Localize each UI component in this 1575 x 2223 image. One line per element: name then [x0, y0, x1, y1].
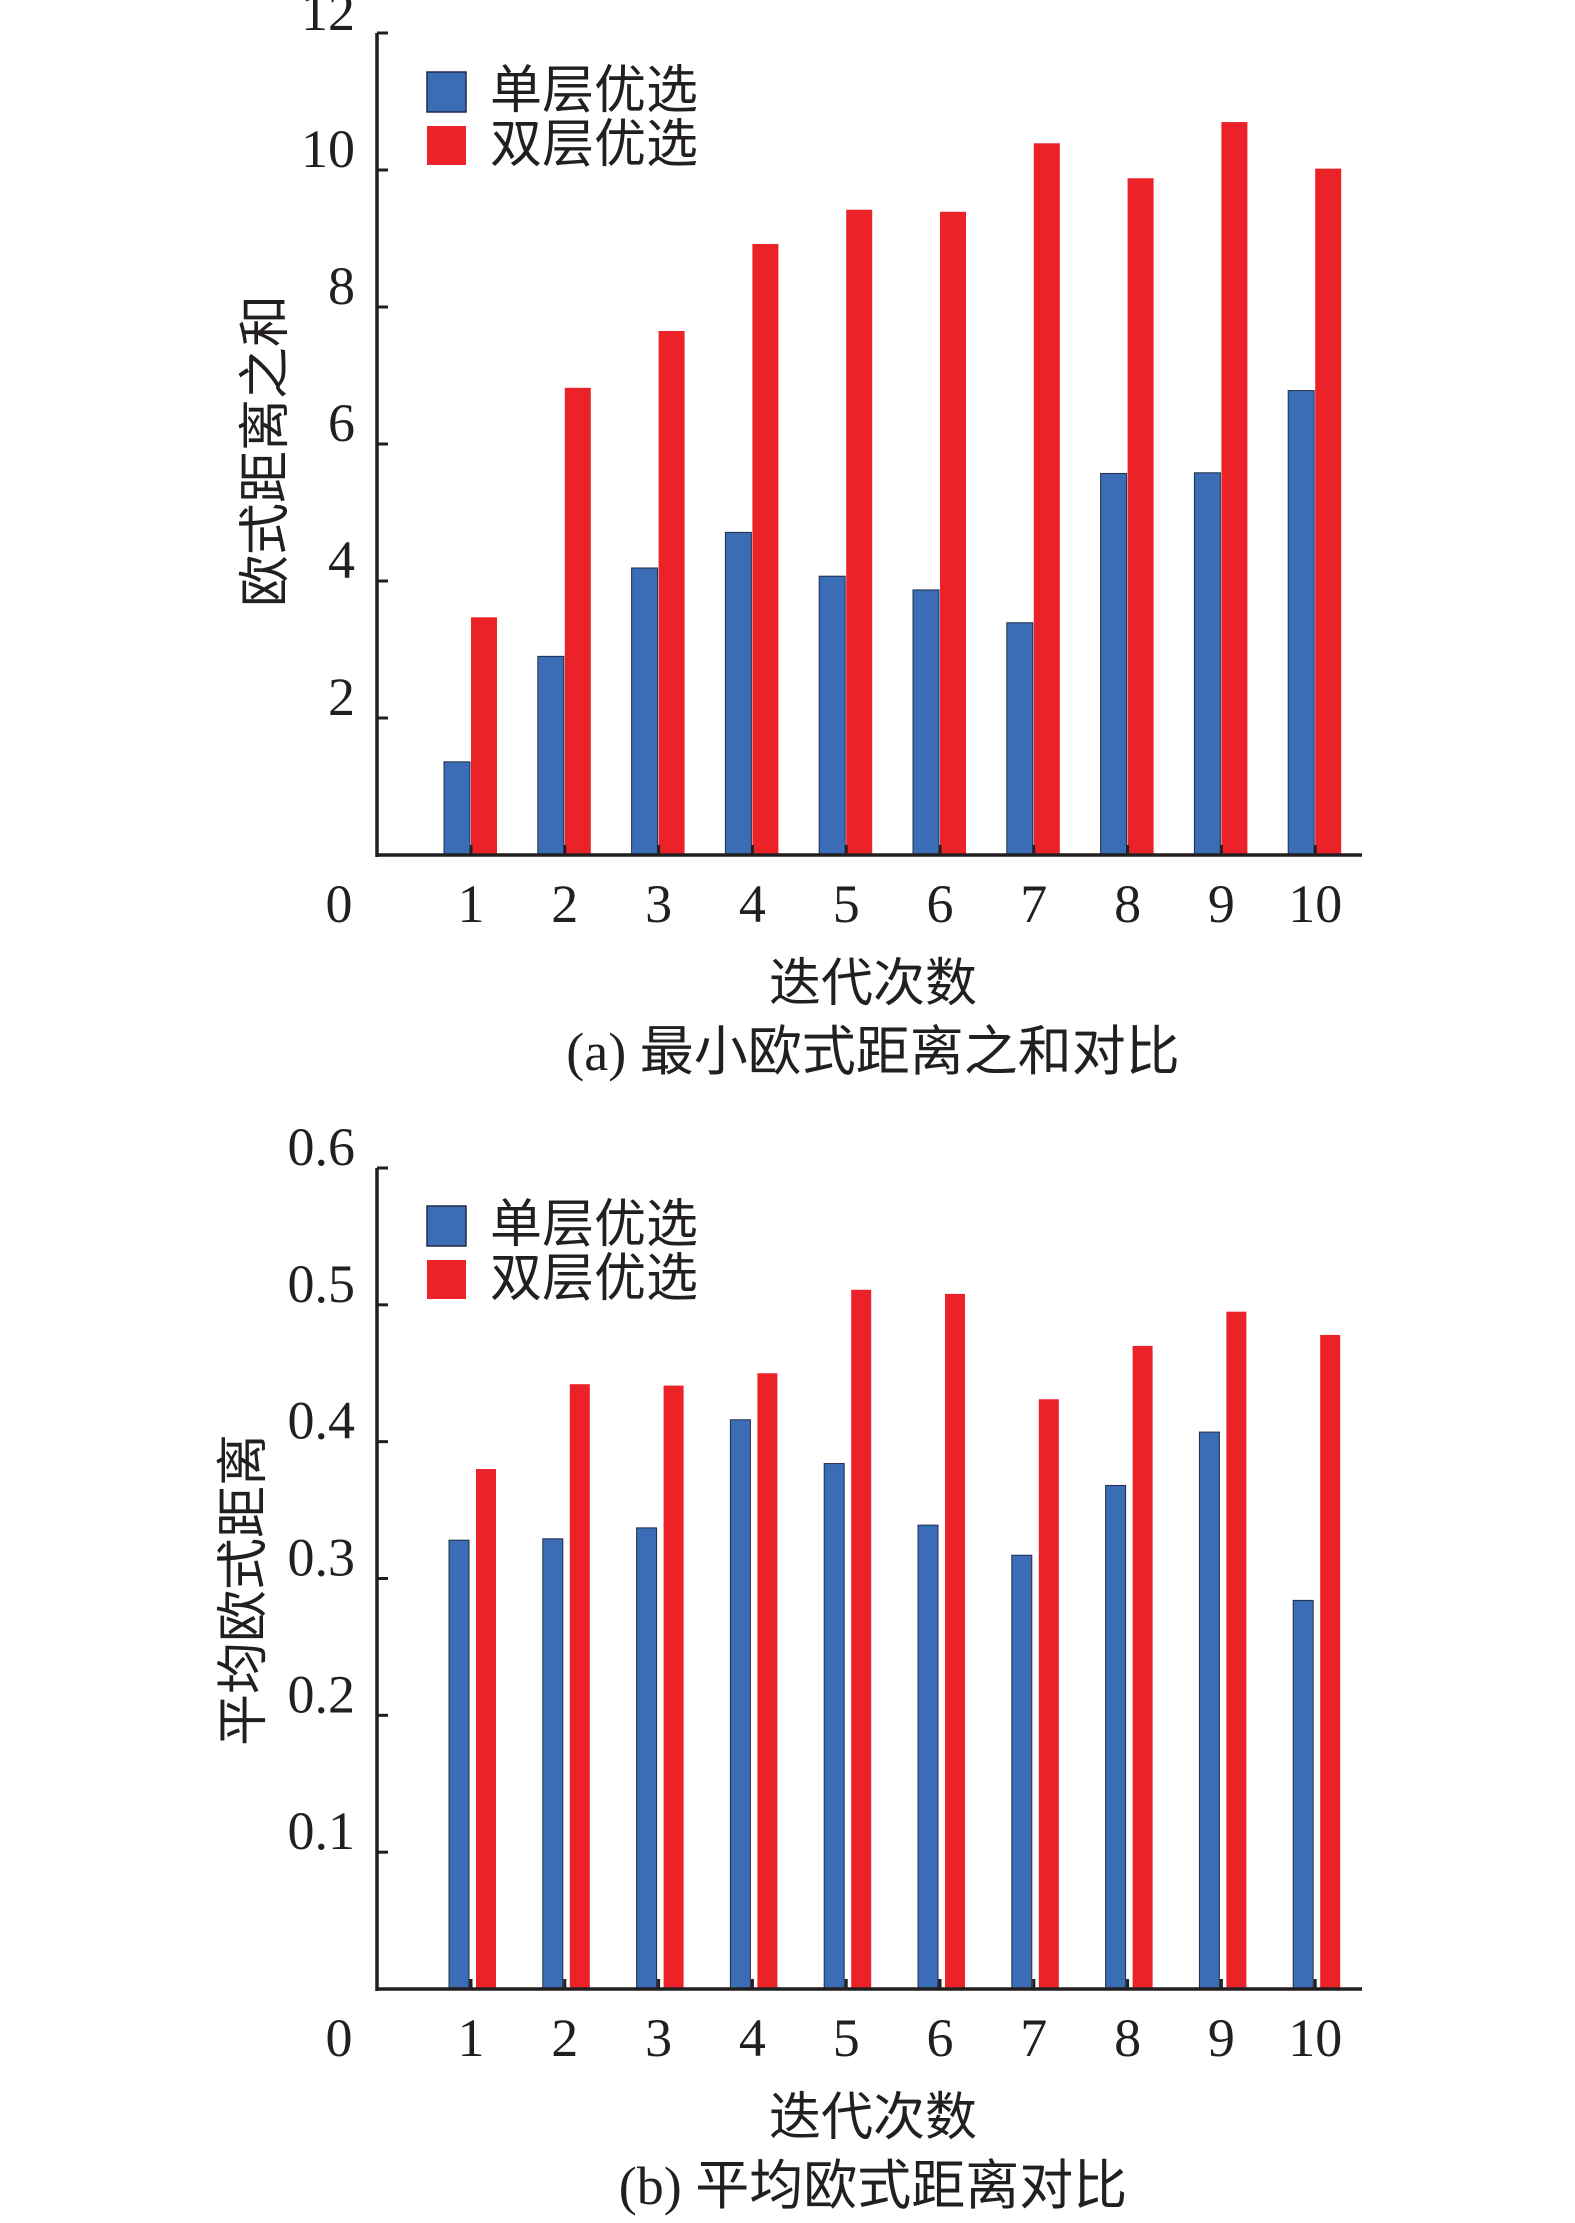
- bar-double-9: [1226, 1311, 1247, 1989]
- y-tick-label: 0.6: [288, 1117, 356, 1177]
- y-axis-title: 平均欧式距离: [216, 1434, 273, 1746]
- y-tick-label: 6: [328, 393, 355, 453]
- bar-double-1: [471, 617, 497, 855]
- bar-single-2: [542, 1538, 564, 1990]
- legend-label-single: 单层优选: [490, 63, 698, 120]
- origin-label: 0: [326, 2008, 353, 2068]
- bar-double-3: [663, 1385, 684, 1989]
- x-tick-label: 10: [1288, 2008, 1342, 2068]
- legend-label-double: 双层优选: [490, 1251, 698, 1308]
- legend-swatch-double: [427, 126, 466, 165]
- x-tick-label: 1: [458, 874, 485, 934]
- x-tick-label: 2: [551, 2008, 578, 2068]
- x-tick-label: 4: [739, 2008, 766, 2068]
- x-tick-label: 1: [458, 2008, 485, 2068]
- x-axis-title: 迭代次数: [769, 2090, 977, 2147]
- bar-single-4: [729, 1419, 751, 1990]
- bar-double-6: [945, 1293, 965, 1989]
- y-tick-label: 0.4: [288, 1391, 356, 1451]
- x-tick-label: 3: [645, 2008, 672, 2068]
- bar-double-4: [757, 1373, 778, 1989]
- bar-single-6: [917, 1524, 939, 1990]
- y-tick-label: 0.2: [288, 1664, 356, 1724]
- x-tick-label: 8: [1114, 2008, 1141, 2068]
- x-tick-label: 8: [1114, 874, 1141, 934]
- bar-single-4: [724, 531, 752, 856]
- x-tick-label: 5: [833, 874, 860, 934]
- y-tick-label: 0.5: [288, 1254, 356, 1314]
- y-tick-label: 8: [328, 256, 355, 316]
- bar-double-8: [1132, 1345, 1153, 1989]
- bar-double-9: [1221, 122, 1248, 856]
- chart-caption: (b) 平均欧式距离对比: [619, 2156, 1127, 2216]
- bar-single-1: [443, 761, 471, 856]
- bar-double-7: [1038, 1399, 1059, 1989]
- bar-single-7: [1011, 1554, 1033, 1990]
- x-tick-label: 7: [1020, 874, 1047, 934]
- x-tick-label: 6: [927, 874, 954, 934]
- y-tick-label: 0.3: [288, 1528, 356, 1588]
- bar-single-7: [1006, 622, 1034, 856]
- bar-double-10: [1320, 1334, 1341, 1989]
- bar-double-6: [940, 211, 966, 855]
- bar-single-10: [1292, 1599, 1314, 1990]
- chart-caption: (a) 最小欧式距离之和对比: [566, 1022, 1179, 1082]
- bar-double-5: [851, 1289, 872, 1989]
- y-tick-label: 0.1: [288, 1801, 356, 1861]
- bar-double-10: [1315, 168, 1342, 855]
- bar-single-5: [818, 575, 846, 856]
- x-tick-label: 4: [739, 874, 766, 934]
- y-tick-label: 12: [301, 0, 355, 42]
- x-tick-label: 3: [645, 874, 672, 934]
- x-tick-label: 9: [1208, 874, 1235, 934]
- bar-single-5: [823, 1463, 845, 1990]
- x-tick-label: 6: [927, 2008, 954, 2068]
- bar-double-2: [564, 387, 591, 855]
- legend-swatch-single: [426, 71, 467, 113]
- y-tick-label: 4: [328, 530, 355, 590]
- bar-single-8: [1100, 472, 1128, 856]
- x-tick-label: 10: [1288, 874, 1342, 934]
- bar-double-7: [1033, 143, 1060, 855]
- x-tick-label: 7: [1020, 2008, 1047, 2068]
- bar-single-10: [1287, 390, 1315, 856]
- bar-single-6: [912, 589, 940, 856]
- bar-single-2: [537, 655, 565, 856]
- bar-single-3: [631, 567, 659, 856]
- origin-label: 0: [326, 874, 353, 934]
- bar-single-1: [448, 1539, 470, 1990]
- bar-double-4: [752, 243, 779, 856]
- legend-label-single: 单层优选: [490, 1197, 698, 1254]
- x-tick-label: 9: [1208, 2008, 1235, 2068]
- bar-double-5: [846, 209, 873, 856]
- bar-double-3: [658, 330, 685, 856]
- x-axis-title: 迭代次数: [769, 956, 977, 1013]
- bar-double-8: [1127, 178, 1154, 856]
- bar-double-2: [569, 1384, 590, 1989]
- chart-b: 1 2 3 4 5 6 7 8 9 10 0.1 0.2 0.3 0.4 0.5 0.6 0 迭代次数 平均欧式距离…: [216, 1117, 1362, 2216]
- bar-single-9: [1198, 1431, 1220, 1990]
- x-tick-label: 2: [551, 874, 578, 934]
- bar-single-8: [1105, 1484, 1127, 1990]
- legend-swatch-double: [427, 1260, 466, 1299]
- bar-single-9: [1193, 472, 1221, 856]
- y-tick-label: 2: [328, 667, 355, 727]
- bar-single-3: [636, 1527, 658, 1990]
- legend-label-double: 双层优选: [490, 117, 698, 174]
- legend-swatch-single: [426, 1205, 467, 1247]
- y-tick-label: 10: [301, 119, 355, 179]
- y-axis-title: 欧式距离之和: [238, 295, 295, 607]
- x-tick-label: 5: [833, 2008, 860, 2068]
- bar-double-1: [476, 1469, 496, 1989]
